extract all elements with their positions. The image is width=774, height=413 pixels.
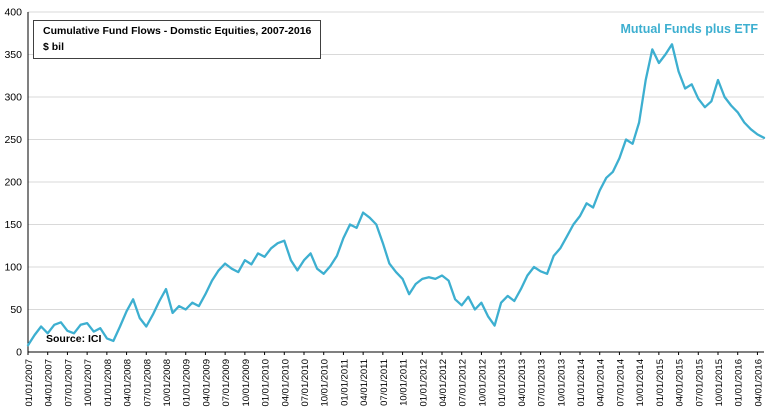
x-tick-label: 04/01/2010 bbox=[280, 359, 291, 407]
x-tick-label: 10/01/2013 bbox=[556, 359, 567, 407]
x-tick-label: 01/01/2013 bbox=[497, 359, 508, 407]
x-tick-label: 01/01/2009 bbox=[182, 359, 193, 407]
x-tick-label: 04/01/2011 bbox=[359, 359, 370, 406]
x-tick-label: 04/01/2012 bbox=[438, 359, 449, 407]
x-tick-label: 01/01/2015 bbox=[655, 359, 666, 407]
x-tick-label: 10/01/2012 bbox=[477, 359, 488, 407]
x-tick-label: 04/01/2014 bbox=[596, 359, 607, 407]
x-tick-label: 07/01/2013 bbox=[537, 359, 548, 407]
y-tick-label: 300 bbox=[4, 92, 22, 104]
y-tick-label: 50 bbox=[10, 304, 22, 316]
x-tick-label: 04/01/2016 bbox=[753, 359, 764, 407]
x-tick-label: 10/01/2015 bbox=[714, 359, 725, 407]
x-tick-label: 07/01/2010 bbox=[300, 359, 311, 407]
y-tick-label: 200 bbox=[4, 177, 22, 189]
x-tick-label: 07/01/2009 bbox=[221, 359, 232, 407]
x-tick-label: 07/01/2012 bbox=[458, 359, 469, 407]
x-tick-label: 10/01/2007 bbox=[83, 359, 94, 407]
x-tick-label: 07/01/2008 bbox=[142, 359, 153, 407]
x-tick-label: 01/01/2014 bbox=[576, 359, 587, 407]
x-tick-label: 01/01/2008 bbox=[103, 359, 114, 407]
x-tick-label: 07/01/2015 bbox=[694, 359, 705, 407]
x-tick-label: 10/01/2011 bbox=[399, 359, 410, 406]
chart-subtitle: $ bil bbox=[43, 41, 65, 53]
x-tick-label: 04/01/2007 bbox=[44, 359, 55, 407]
x-tick-label: 04/01/2015 bbox=[675, 359, 686, 407]
x-tick-label: 01/01/2007 bbox=[24, 359, 35, 407]
x-tick-label: 01/01/2011 bbox=[339, 359, 350, 406]
y-tick-label: 350 bbox=[4, 49, 22, 61]
x-tick-label: 10/01/2010 bbox=[320, 359, 331, 407]
x-tick-label: 01/01/2016 bbox=[734, 359, 745, 407]
x-tick-label: 01/01/2012 bbox=[418, 359, 429, 407]
y-tick-label: 400 bbox=[4, 7, 22, 19]
legend-label: Mutual Funds plus ETF bbox=[620, 22, 759, 36]
x-tick-label: 10/01/2014 bbox=[635, 359, 646, 407]
y-tick-label: 250 bbox=[4, 134, 22, 146]
x-tick-label: 04/01/2009 bbox=[201, 359, 212, 407]
data-series-line bbox=[26, 43, 766, 347]
chart-title: Cumulative Fund Flows - Domstic Equities… bbox=[43, 25, 312, 37]
x-tick-label: 04/01/2013 bbox=[517, 359, 528, 407]
chart-title-box: Cumulative Fund Flows - Domstic Equities… bbox=[33, 20, 322, 59]
x-tick-label: 07/01/2014 bbox=[615, 359, 626, 407]
y-tick-label: 100 bbox=[4, 262, 22, 274]
x-tick-label: 04/01/2008 bbox=[123, 359, 134, 407]
x-tick-label: 10/01/2008 bbox=[162, 359, 173, 407]
source-label: Source: ICI bbox=[46, 333, 102, 345]
x-tick-label: 01/01/2010 bbox=[261, 359, 272, 407]
x-tick-label: 10/01/2009 bbox=[241, 359, 252, 407]
y-tick-label: 150 bbox=[4, 219, 22, 231]
y-tick-label: 0 bbox=[16, 347, 22, 359]
x-tick-label: 07/01/2007 bbox=[63, 359, 74, 407]
x-tick-label: 07/01/2011 bbox=[379, 359, 390, 406]
